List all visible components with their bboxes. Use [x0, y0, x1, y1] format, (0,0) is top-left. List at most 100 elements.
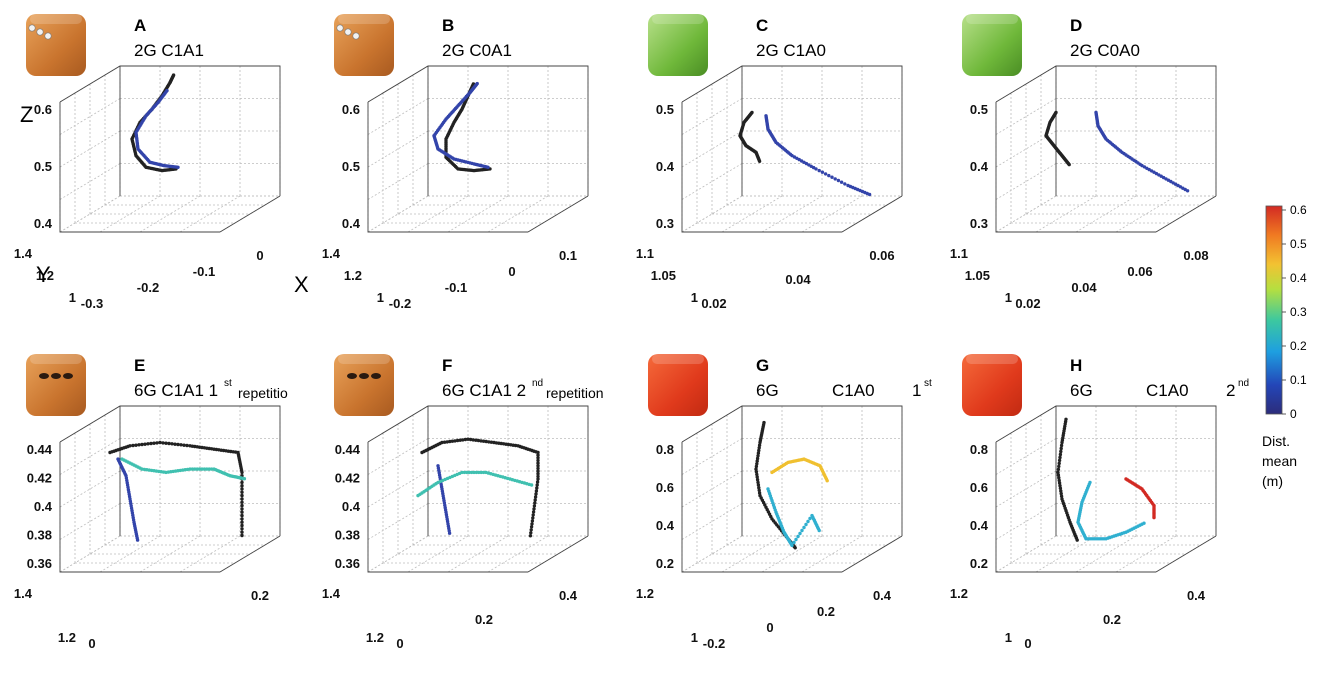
x-ticks-A: -0.3 -0.2 -0.1 0	[81, 248, 264, 311]
x-ticks-B: -0.2 -0.1 0 0.1	[389, 248, 577, 311]
z-tick-label: 0.4	[342, 216, 361, 231]
z-ticks-B: 0.6 0.5 0.4	[342, 102, 361, 231]
trajectory-point	[146, 442, 150, 446]
panel-E: E 6G C1A1 1 st repetitio 0.44 0.42 0.4 0.38 0.36…	[14, 354, 288, 651]
colorbar-tick-label: 0.2	[1290, 339, 1307, 353]
wooden-box-6-markers-icon	[26, 354, 86, 416]
trajectory-point	[240, 493, 244, 498]
trajectory-point	[790, 543, 794, 548]
axes-box-E	[59, 405, 281, 573]
trajectory-point	[1060, 440, 1064, 445]
trajectory-point	[867, 192, 872, 197]
z-tick-label: 0.6	[342, 102, 360, 117]
trajectory-point	[535, 483, 539, 487]
trajectory-point	[531, 513, 535, 517]
panel-title-D: 2G C0A0	[1070, 41, 1140, 60]
trajectory-point	[209, 467, 214, 471]
z-ticks-A: 0.6 0.5 0.4	[34, 102, 53, 231]
colorbar-title-line-3: (m)	[1262, 473, 1283, 489]
trajectory-point	[161, 441, 165, 445]
x-tick-label: 0.4	[873, 588, 892, 603]
trajectory-point	[205, 467, 209, 471]
x-tick-label: 0.02	[701, 296, 726, 311]
trajectory-point	[474, 438, 478, 442]
trajectory-point	[827, 173, 831, 178]
trajectory-point	[1058, 452, 1063, 457]
trajectory-point	[817, 528, 821, 533]
z-tick-label: 0.4	[970, 518, 989, 533]
z-tick-label: 0.6	[970, 480, 988, 495]
x-ticks-E: 00.2	[88, 588, 269, 651]
trajectory-C-0	[738, 110, 762, 163]
axes-box-B	[367, 65, 589, 233]
trajectory-H-2	[1076, 480, 1146, 541]
trajectory-point	[173, 442, 177, 446]
trajectory-point	[794, 537, 798, 542]
trajectory-point	[1058, 486, 1063, 490]
panel-suffix-G: C1A0	[832, 381, 875, 400]
trajectory-point	[755, 459, 759, 463]
trajectory-point	[806, 519, 810, 524]
trajectory-F-1	[436, 464, 452, 535]
trajectory-point	[445, 440, 449, 444]
panel-sup-G: st	[924, 378, 932, 389]
trajectory-point	[529, 483, 534, 487]
red-box-icon	[648, 354, 708, 416]
x-tick-label: 0	[766, 620, 773, 635]
trajectory-point	[1059, 443, 1064, 448]
trajectory-point	[143, 442, 147, 446]
trajectory-point	[164, 441, 168, 445]
colorbar-tick-label: 0.3	[1290, 305, 1307, 319]
trajectory-point	[240, 510, 244, 514]
trajectory-point	[796, 534, 800, 539]
trajectory-point	[758, 440, 762, 445]
panel-suffix-E: repetitio	[238, 385, 288, 401]
trajectory-point	[1058, 484, 1062, 488]
z-tick-label: 0.38	[335, 528, 360, 543]
trajectory-point	[460, 470, 464, 475]
panel-letter-G: G	[756, 356, 769, 375]
trajectory-point	[1057, 458, 1062, 463]
trajectory-point	[1075, 538, 1079, 542]
z-tick-label: 0.8	[970, 442, 988, 457]
colorbar: 0.6 0.5 0.4 0.3 0.2 0.1 0 Dist. mean (m)	[1262, 203, 1307, 489]
trajectory-D-1	[1094, 110, 1190, 193]
panel-H: H6G C1A0 2 nd0.80.60.40.21.21 00.20.4	[950, 354, 1249, 651]
trajectory-point	[536, 458, 540, 463]
trajectory-point	[472, 470, 476, 475]
z-tick-label: 0.5	[656, 102, 674, 117]
x-tick-label: 0.06	[1127, 264, 1152, 279]
colorbar-tick-label: 0.1	[1290, 373, 1307, 387]
y-ticks-G: 1.21	[636, 586, 698, 645]
y-ticks-D: 1.1 1.05 1	[950, 246, 1012, 305]
panel-title-H: 6G	[1070, 381, 1093, 400]
trajectory-point	[534, 489, 539, 493]
trajectory-point	[534, 492, 538, 496]
y-ticks-H: 1.21	[950, 586, 1012, 645]
panel-sup-H: nd	[1238, 378, 1249, 389]
y-tick-label: 1.2	[636, 586, 654, 601]
trajectory-point	[240, 490, 244, 494]
trajectory-point	[800, 528, 804, 533]
trajectory-point	[479, 470, 483, 475]
trajectory-point	[240, 513, 244, 518]
trajectory-point	[131, 443, 135, 448]
panel-suffix-H: C1A0	[1146, 381, 1189, 400]
trajectory-point	[536, 450, 540, 455]
trajectory-point	[804, 522, 808, 527]
y-tick-label: 1.05	[965, 268, 990, 283]
y-tick-label: 1.05	[651, 268, 676, 283]
trajectory-point	[536, 466, 540, 471]
z-ticks-E: 0.44 0.42 0.4 0.38 0.36	[27, 442, 53, 571]
x-axis-letter: X	[294, 272, 309, 297]
panel-sup-prefix-G: 1	[912, 381, 921, 400]
axes-box-H	[995, 405, 1217, 573]
panel-letter-C: C	[756, 16, 768, 35]
trajectory-point	[155, 441, 159, 445]
y-axis-letter: Y	[36, 262, 51, 287]
panel-letter-A: A	[134, 16, 146, 35]
z-tick-label: 0.8	[656, 442, 674, 457]
trajectory-G-1	[770, 457, 829, 483]
trajectory-point	[455, 438, 460, 443]
